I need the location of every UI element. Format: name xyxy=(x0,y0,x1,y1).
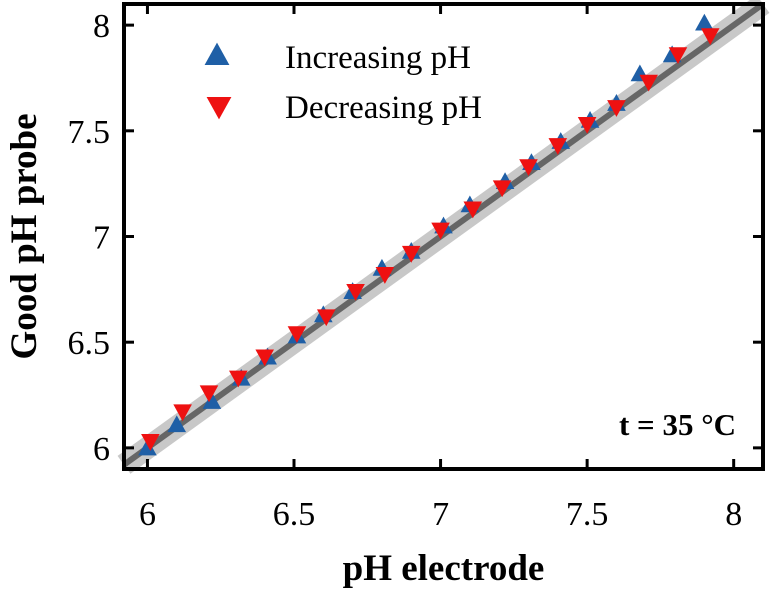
data-point xyxy=(463,201,483,219)
y-tick-label: 6 xyxy=(93,431,110,468)
axis-ticks-layer: 6 6.5 7 7.5 8 6 6.5 7 7.5 8 xyxy=(68,4,763,533)
legend: Increasing pH Decreasing pH xyxy=(204,40,482,126)
data-point xyxy=(229,370,248,388)
legend-label-decreasing-ph: Decreasing pH xyxy=(285,90,482,126)
data-point xyxy=(202,392,222,409)
data-series-layer xyxy=(138,13,720,456)
data-point xyxy=(255,349,274,367)
data-point xyxy=(548,138,568,155)
data-point xyxy=(700,28,720,46)
legend-marker-increasing-ph xyxy=(204,42,230,65)
data-point xyxy=(492,180,512,198)
temperature-annotation: t = 35 °C xyxy=(619,407,736,442)
y-tick-label: 7 xyxy=(93,220,110,257)
fit-line-layer xyxy=(117,0,770,474)
series-decreasing-ph xyxy=(141,28,720,451)
x-tick-label: 7.5 xyxy=(566,496,609,533)
legend-label-increasing-ph: Increasing pH xyxy=(285,40,471,76)
x-tick-label: 7 xyxy=(432,496,449,533)
x-axis-title: pH electrode xyxy=(343,548,545,589)
data-point xyxy=(695,13,714,31)
data-point xyxy=(346,283,365,301)
data-point xyxy=(316,309,336,327)
data-point xyxy=(167,415,187,433)
data-point xyxy=(199,385,219,403)
x-tick-label: 6.5 xyxy=(273,496,316,533)
data-point xyxy=(173,404,192,422)
data-point xyxy=(519,159,538,177)
data-point xyxy=(577,116,597,134)
y-axis-title: Good pH probe xyxy=(4,113,45,359)
x-tick-label: 8 xyxy=(725,496,742,533)
data-point xyxy=(287,326,307,344)
y-tick-label: 7.5 xyxy=(68,114,111,151)
y-tick-label: 6.5 xyxy=(68,325,111,362)
data-point xyxy=(607,100,626,117)
legend-marker-decreasing-ph xyxy=(206,97,232,120)
data-point xyxy=(138,438,157,456)
data-point xyxy=(639,74,658,92)
data-point xyxy=(375,267,395,284)
data-point xyxy=(401,245,421,263)
fit-line xyxy=(122,1,765,468)
x-tick-label: 6 xyxy=(139,496,156,533)
y-tick-label: 8 xyxy=(93,8,110,45)
data-point xyxy=(668,47,688,65)
data-point xyxy=(431,222,450,240)
data-point xyxy=(141,434,160,451)
